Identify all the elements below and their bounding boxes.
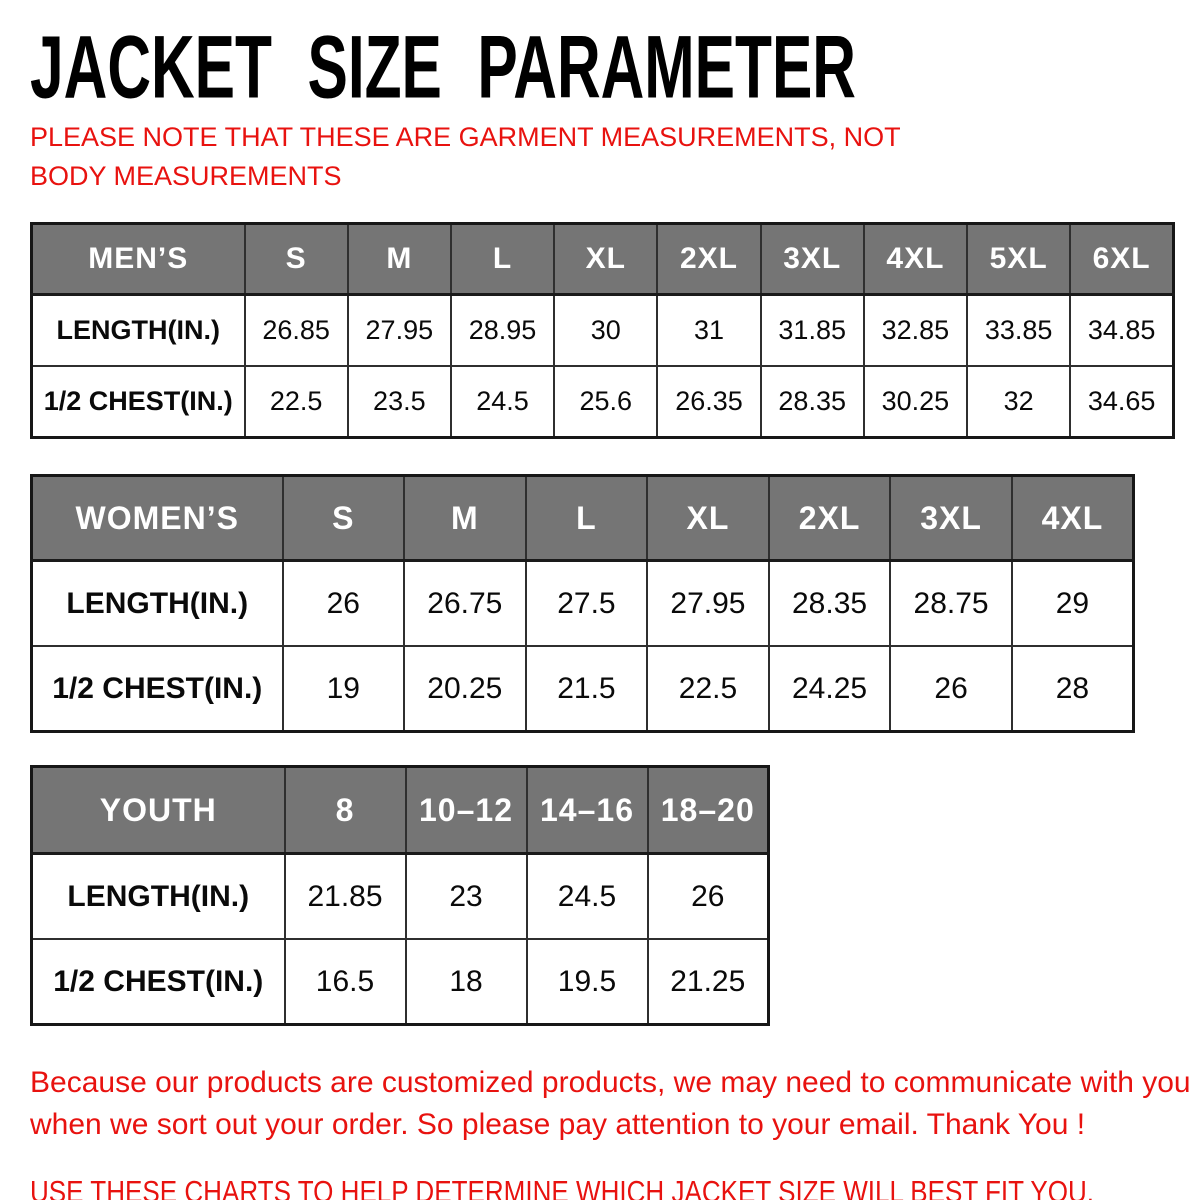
measurement-label-cell: LENGTH(IN.) — [30, 559, 284, 647]
footer-advice-wrap: USE THESE CHARTS TO HELP DETERMINE WHICH… — [30, 1174, 1200, 1200]
womens-header-label: WOMEN’S — [30, 474, 284, 562]
measurement-value-cell: 29 — [1010, 559, 1135, 647]
measurement-value-cell: 26.35 — [656, 365, 762, 439]
measurement-value-cell: 18 — [404, 938, 528, 1026]
mens-table-row: LENGTH(IN.) 26.85 27.95 28.95 30 31 31.85 32.85… — [30, 293, 1175, 367]
youth-header-label: YOUTH — [30, 765, 286, 855]
measurement-value-cell: 23 — [404, 852, 528, 940]
measurement-value-cell: 28.75 — [889, 559, 1013, 647]
measurement-value-cell: 22.5 — [646, 645, 770, 733]
measurement-value-cell: 30.25 — [862, 365, 969, 439]
womens-size-header: M — [403, 474, 527, 562]
measurement-value-cell: 34.85 — [1069, 293, 1175, 367]
mens-table: MEN’S S M L XL 2XL 3XL 4XL 5XL 6XL LENGTH(IN.) 26.8… — [30, 222, 1175, 439]
womens-size-header: XL — [646, 474, 770, 562]
measurement-value-cell: 24.25 — [767, 645, 892, 733]
garment-measurement-note: PLEASE NOTE THAT THESE ARE GARMENT MEASU… — [30, 122, 901, 191]
measurement-value-cell: 26 — [646, 852, 770, 940]
womens-header-row: WOMEN’S S M L XL 2XL 3XL 4XL — [30, 474, 1135, 562]
measurement-value-cell: 28.35 — [759, 365, 865, 439]
womens-size-header: 3XL — [889, 474, 1013, 562]
measurement-value-cell: 27.95 — [346, 293, 452, 367]
measurement-value-cell: 26.75 — [403, 559, 527, 647]
measurement-value-cell: 21.25 — [646, 938, 770, 1026]
mens-table-row: 1/2 CHEST(IN.) 22.5 23.5 24.5 25.6 26.35 28.35… — [30, 365, 1175, 439]
womens-table-row: 1/2 CHEST(IN.) 19 20.25 21.5 22.5 24.25 26 28 — [30, 645, 1135, 733]
measurement-value-cell: 21.85 — [283, 852, 407, 940]
page-title: JACKET SIZE PARAMETER — [30, 16, 856, 117]
mens-size-header: L — [449, 222, 556, 296]
measurement-value-cell: 22.5 — [243, 365, 349, 439]
youth-header-row: YOUTH 8 10–12 14–16 18–20 — [30, 765, 770, 855]
measurement-value-cell: 26 — [281, 559, 406, 647]
measurement-value-cell: 24.5 — [449, 365, 556, 439]
mens-size-header: 2XL — [656, 222, 762, 296]
measurement-value-cell: 19.5 — [525, 938, 649, 1026]
womens-table-row: LENGTH(IN.) 26 26.75 27.5 27.95 28.35 28.75 29 — [30, 559, 1135, 647]
measurement-value-cell: 31 — [656, 293, 762, 367]
measurement-value-cell: 28.95 — [449, 293, 556, 367]
mens-size-header: 4XL — [862, 222, 969, 296]
womens-size-header: 4XL — [1010, 474, 1135, 562]
chart-usage-advice: USE THESE CHARTS TO HELP DETERMINE WHICH… — [30, 1174, 1095, 1200]
mens-size-header: 5XL — [966, 222, 1072, 296]
womens-table: WOMEN’S S M L XL 2XL 3XL 4XL LENGTH(IN.) 26 26.75 2… — [30, 474, 1135, 733]
measurement-value-cell: 25.6 — [553, 365, 659, 439]
measurement-label-cell: 1/2 CHEST(IN.) — [30, 645, 284, 733]
mens-size-header: 6XL — [1069, 222, 1175, 296]
measurement-value-cell: 32 — [966, 365, 1072, 439]
womens-size-header: L — [524, 474, 649, 562]
mens-size-header: S — [243, 222, 349, 296]
measurement-label-cell: LENGTH(IN.) — [30, 293, 246, 367]
mens-header-label: MEN’S — [30, 222, 246, 296]
customization-notice: Because our products are customized prod… — [30, 1066, 1191, 1141]
measurement-value-cell: 23.5 — [346, 365, 452, 439]
measurement-value-cell: 16.5 — [283, 938, 407, 1026]
mens-size-table: MEN’S S M L XL 2XL 3XL 4XL 5XL 6XL LENGTH(IN.) 26.8… — [30, 222, 1200, 439]
measurement-value-cell: 33.85 — [966, 293, 1072, 367]
measurement-value-cell: 19 — [281, 645, 406, 733]
youth-size-table: YOUTH 8 10–12 14–16 18–20 LENGTH(IN.) 21.85 23 2… — [30, 765, 1200, 1026]
womens-size-header: S — [281, 474, 406, 562]
measurement-label-cell: 1/2 CHEST(IN.) — [30, 938, 286, 1026]
youth-size-header: 18–20 — [646, 765, 770, 855]
youth-table: YOUTH 8 10–12 14–16 18–20 LENGTH(IN.) 21.85 23 2… — [30, 765, 770, 1026]
youth-table-row: LENGTH(IN.) 21.85 23 24.5 26 — [30, 852, 770, 940]
mens-size-header: 3XL — [759, 222, 865, 296]
measurement-value-cell: 27.95 — [646, 559, 770, 647]
mens-header-row: MEN’S S M L XL 2XL 3XL 4XL 5XL 6XL — [30, 222, 1175, 296]
title-wrap: JACKET SIZE PARAMETER — [0, 0, 1200, 114]
measurement-value-cell: 26 — [889, 645, 1013, 733]
measurement-value-cell: 34.65 — [1069, 365, 1175, 439]
measurement-label-cell: LENGTH(IN.) — [30, 852, 286, 940]
measurement-value-cell: 31.85 — [759, 293, 865, 367]
measurement-value-cell: 20.25 — [403, 645, 527, 733]
youth-size-header: 14–16 — [525, 765, 649, 855]
measurement-label-cell: 1/2 CHEST(IN.) — [30, 365, 246, 439]
measurement-value-cell: 32.85 — [862, 293, 969, 367]
mens-size-header: XL — [553, 222, 659, 296]
youth-size-header: 10–12 — [404, 765, 528, 855]
measurement-value-cell: 28.35 — [767, 559, 892, 647]
womens-size-table: WOMEN’S S M L XL 2XL 3XL 4XL LENGTH(IN.) 26 26.75 2… — [30, 474, 1200, 733]
measurement-value-cell: 26.85 — [243, 293, 349, 367]
youth-table-row: 1/2 CHEST(IN.) 16.5 18 19.5 21.25 — [30, 938, 770, 1026]
measurement-value-cell: 30 — [553, 293, 659, 367]
measurement-value-cell: 28 — [1010, 645, 1135, 733]
womens-size-header: 2XL — [767, 474, 892, 562]
youth-size-header: 8 — [283, 765, 407, 855]
measurement-value-cell: 27.5 — [524, 559, 649, 647]
measurement-value-cell: 21.5 — [524, 645, 649, 733]
mens-size-header: M — [346, 222, 452, 296]
measurement-value-cell: 24.5 — [525, 852, 649, 940]
